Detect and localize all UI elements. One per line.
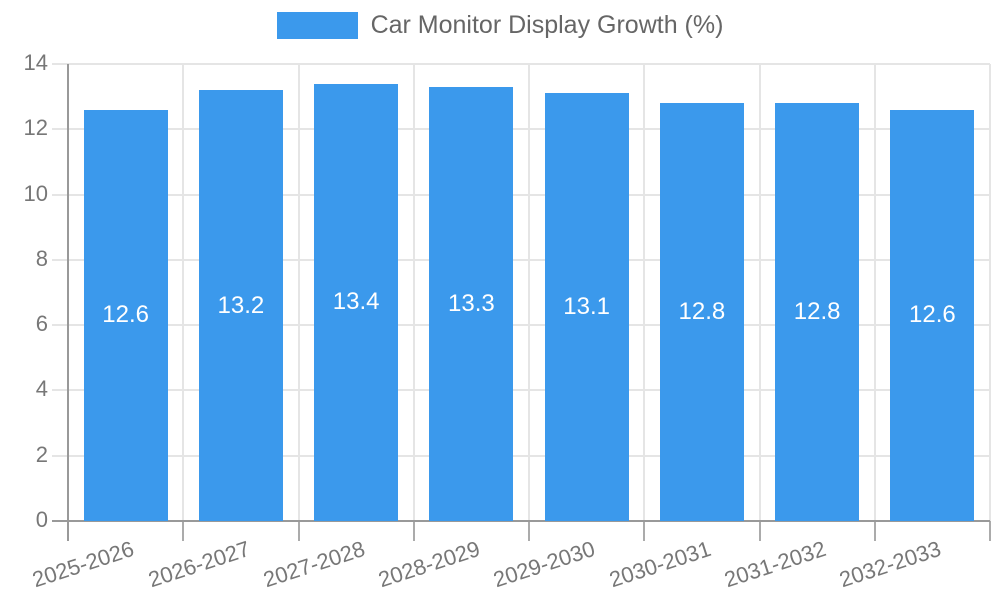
legend-swatch	[276, 11, 358, 39]
x-gridline	[873, 64, 876, 521]
x-tick-mark	[643, 521, 646, 541]
x-tick-label: 2026-2027	[144, 536, 253, 593]
x-gridline	[297, 64, 300, 521]
x-tick-label: 2032-2033	[836, 536, 945, 593]
y-gridline	[52, 193, 990, 196]
chart-legend[interactable]: Car Monitor Display Growth (%)	[0, 0, 1000, 50]
y-tick-label: 0	[35, 507, 48, 532]
x-tick-mark	[297, 521, 300, 541]
x-tick-label: 2029-2030	[490, 536, 599, 593]
bar[interactable]	[659, 103, 744, 521]
x-tick-mark	[528, 521, 530, 541]
x-axis-line	[52, 520, 990, 522]
y-tick-label: 2	[35, 441, 48, 467]
x-gridline	[182, 64, 185, 521]
bar-value-label: 12.8	[678, 298, 726, 326]
y-tick-label: 6	[35, 311, 48, 337]
bar[interactable]	[83, 109, 168, 521]
x-gridline	[412, 64, 415, 521]
x-tick-mark	[758, 521, 761, 541]
bar-value-label: 13.4	[332, 288, 380, 316]
bar[interactable]	[775, 103, 860, 521]
x-tick-label: 2027-2028	[260, 536, 368, 593]
bar-value-label: 13.2	[217, 291, 265, 319]
bar[interactable]	[198, 90, 283, 521]
y-tick-label: 14	[23, 50, 48, 75]
bar[interactable]	[544, 93, 629, 521]
y-axis-line	[67, 64, 69, 541]
x-gridline	[758, 64, 761, 521]
bar[interactable]	[429, 86, 514, 521]
y-gridline	[52, 258, 990, 261]
y-gridline	[52, 454, 990, 457]
legend-label: Car Monitor Display Growth (%)	[370, 10, 724, 39]
y-gridline	[52, 63, 990, 65]
x-gridline	[643, 64, 646, 521]
bar-value-label: 13.1	[563, 293, 610, 321]
bar-value-label: 12.6	[102, 301, 149, 329]
x-gridline	[989, 64, 991, 521]
x-gridline	[528, 64, 530, 521]
bar[interactable]	[314, 83, 399, 521]
bar-value-label: 12.8	[793, 298, 841, 326]
x-tick-label: 2028-2029	[375, 536, 484, 593]
x-tick-mark	[873, 521, 876, 541]
bar[interactable]	[890, 109, 975, 521]
x-tick-mark	[412, 521, 415, 541]
x-tick-mark	[989, 521, 991, 541]
y-tick-label: 12	[23, 115, 48, 141]
y-gridline	[52, 389, 990, 392]
x-tick-label: 2030-2031	[605, 536, 714, 593]
x-tick-mark	[182, 521, 185, 541]
y-gridline	[52, 128, 990, 131]
y-tick-label: 8	[35, 245, 48, 271]
x-tick-label: 2031-2032	[721, 536, 829, 593]
y-gridline	[52, 324, 990, 327]
x-tick-label: 2025-2026	[29, 536, 138, 593]
bar-value-label: 13.3	[448, 289, 495, 317]
bar-value-label: 12.6	[909, 301, 956, 329]
y-tick-label: 4	[35, 376, 48, 402]
y-tick-label: 10	[23, 180, 48, 206]
